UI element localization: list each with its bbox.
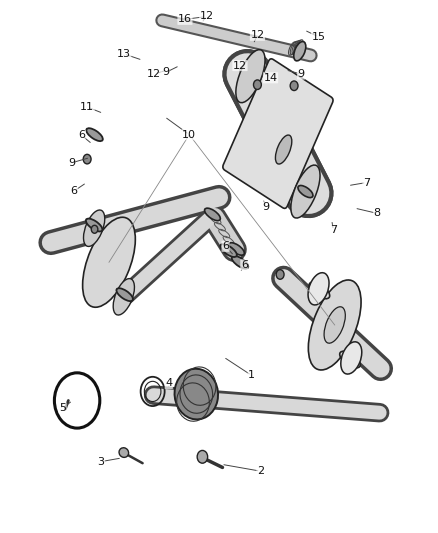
Ellipse shape: [91, 225, 98, 233]
Text: 14: 14: [264, 73, 278, 83]
Text: 12: 12: [147, 69, 162, 79]
Ellipse shape: [113, 279, 134, 315]
Ellipse shape: [220, 244, 237, 257]
Ellipse shape: [84, 210, 105, 246]
Circle shape: [197, 450, 208, 463]
Text: 8: 8: [374, 208, 381, 219]
Text: 13: 13: [117, 49, 131, 59]
Ellipse shape: [254, 80, 261, 90]
Text: 9: 9: [68, 158, 75, 168]
Text: 12: 12: [233, 61, 247, 70]
Ellipse shape: [291, 165, 320, 218]
Text: 6: 6: [71, 186, 78, 196]
Ellipse shape: [236, 50, 265, 103]
Text: 12: 12: [251, 30, 265, 41]
Ellipse shape: [205, 208, 220, 221]
Ellipse shape: [232, 256, 248, 269]
Ellipse shape: [174, 369, 218, 419]
FancyBboxPatch shape: [223, 59, 333, 208]
Text: 1: 1: [248, 370, 255, 381]
Ellipse shape: [298, 185, 313, 198]
Text: 7: 7: [363, 177, 370, 188]
Ellipse shape: [309, 282, 330, 298]
Text: 9: 9: [162, 68, 170, 77]
Ellipse shape: [340, 351, 360, 368]
Text: 10: 10: [182, 130, 196, 140]
Text: 16: 16: [178, 14, 192, 25]
Ellipse shape: [229, 243, 244, 255]
Ellipse shape: [276, 135, 292, 164]
Text: 15: 15: [311, 32, 325, 42]
Text: 9: 9: [297, 69, 305, 79]
Ellipse shape: [294, 42, 306, 61]
Text: 6: 6: [222, 241, 229, 251]
Text: 4: 4: [165, 378, 172, 389]
Ellipse shape: [83, 155, 91, 164]
Ellipse shape: [86, 219, 102, 231]
Text: 3: 3: [98, 457, 105, 466]
Ellipse shape: [83, 217, 135, 307]
Ellipse shape: [117, 288, 133, 301]
Ellipse shape: [86, 128, 103, 141]
Text: 9: 9: [263, 202, 270, 212]
Ellipse shape: [290, 81, 298, 91]
Ellipse shape: [276, 270, 284, 279]
Ellipse shape: [308, 273, 329, 305]
Ellipse shape: [341, 342, 362, 374]
Text: 6: 6: [241, 260, 248, 270]
Ellipse shape: [324, 307, 345, 343]
Text: 5: 5: [59, 403, 66, 413]
Text: 2: 2: [257, 466, 264, 476]
Ellipse shape: [119, 448, 129, 457]
Text: 11: 11: [80, 102, 94, 112]
Text: 6: 6: [78, 130, 85, 140]
Ellipse shape: [308, 280, 361, 370]
Text: 7: 7: [330, 225, 337, 236]
Text: 12: 12: [200, 11, 214, 21]
